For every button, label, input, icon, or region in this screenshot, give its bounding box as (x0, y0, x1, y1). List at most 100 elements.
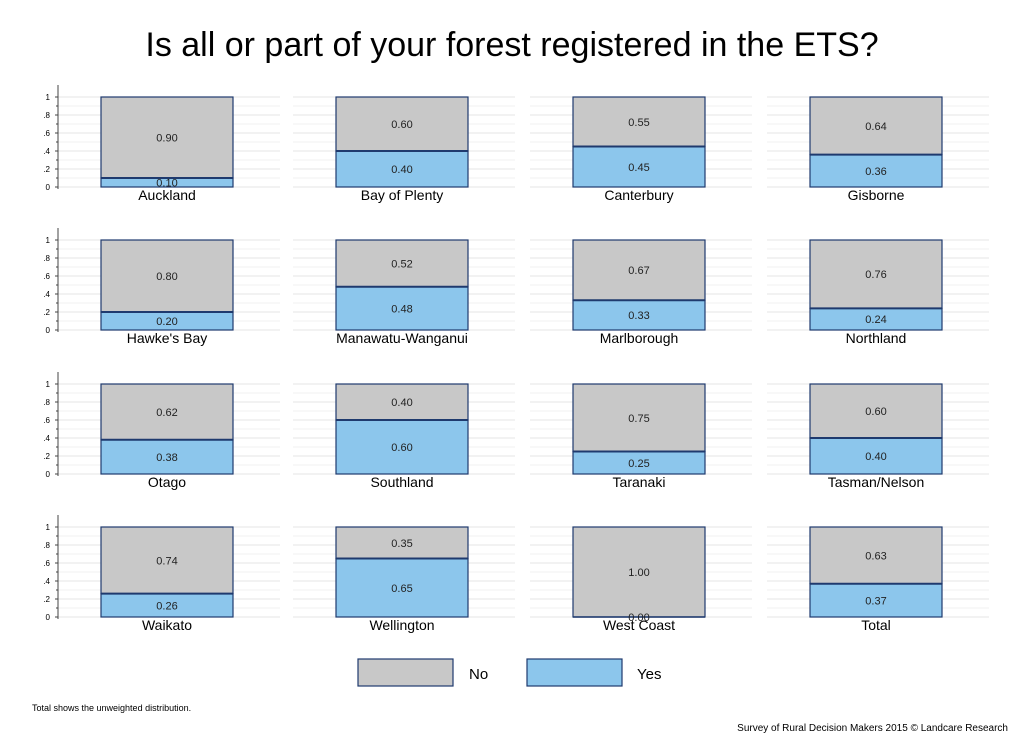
y-tick-label: 1 (46, 523, 51, 532)
y-tick-label: 1 (46, 236, 51, 245)
bar-no (335, 239, 469, 288)
data-label-no: 0.90 (156, 133, 177, 145)
panel-label: Hawke's Bay (127, 330, 207, 346)
bar-no (809, 383, 943, 439)
y-tick-label: 0 (46, 183, 51, 192)
bar-yes (335, 286, 469, 331)
facet-panel: 0.76 0.24 Northland (767, 239, 989, 346)
data-label-no: 0.74 (156, 555, 177, 567)
panel-label: Otago (148, 474, 186, 490)
panel-label: Taranaki (613, 474, 666, 490)
data-label-no: 0.67 (628, 265, 649, 277)
legend-swatch-yes (526, 658, 623, 687)
panel-label: Tasman/Nelson (828, 474, 925, 490)
y-tick-label: .4 (43, 434, 50, 443)
panel-label: Southland (370, 474, 433, 490)
data-label-no: 0.60 (391, 119, 412, 131)
bar-no (809, 96, 943, 156)
y-tick-label: .2 (43, 595, 50, 604)
facet-panel: 0.67 0.33 Marlborough (530, 239, 752, 346)
data-label-yes: 0.24 (865, 314, 886, 326)
facet-panel: 0.35 0.65 Wellington (293, 526, 515, 633)
data-label-yes: 0.00 (628, 612, 649, 624)
data-label-no: 0.64 (865, 121, 886, 133)
data-label-yes: 0.36 (865, 166, 886, 178)
panel-label: Marlborough (600, 330, 679, 346)
y-tick-label: .8 (43, 254, 50, 263)
bar-yes (809, 437, 943, 475)
y-tick-label: .2 (43, 308, 50, 317)
facet-panel: 0.52 0.48 Manawatu-Wanganui (293, 239, 515, 346)
panel-label: Total (861, 617, 891, 633)
panel-label: West Coast (603, 617, 675, 633)
bar-yes (572, 145, 706, 188)
y-tick-label: .8 (43, 111, 50, 120)
bar-no (572, 239, 706, 301)
y-tick-label: .6 (43, 416, 50, 425)
y-tick-label: .6 (43, 129, 50, 138)
data-label-yes: 0.26 (156, 600, 177, 612)
bar-yes (335, 150, 469, 188)
data-label-no: 0.62 (156, 407, 177, 419)
panel-label: Waikato (142, 617, 192, 633)
bar-no (572, 96, 706, 148)
data-label-no: 0.55 (628, 117, 649, 129)
y-tick-label: .2 (43, 165, 50, 174)
data-label-yes: 0.60 (391, 442, 412, 454)
bar-no (335, 383, 469, 421)
data-label-yes: 0.45 (628, 162, 649, 174)
data-label-yes: 0.40 (865, 451, 886, 463)
panel-label: Canterbury (604, 187, 673, 203)
y-tick-label: .8 (43, 398, 50, 407)
data-label-no: 0.75 (628, 413, 649, 425)
panel-label: Manawatu-Wanganui (336, 330, 468, 346)
y-tick-label: .4 (43, 290, 50, 299)
data-label-no: 0.40 (391, 397, 412, 409)
data-label-no: 1.00 (628, 567, 649, 579)
y-tick-label: .2 (43, 452, 50, 461)
data-label-no: 0.35 (391, 538, 412, 550)
data-label-yes: 0.33 (628, 310, 649, 322)
bar-no (100, 383, 234, 441)
facet-panel: 0.75 0.25 Taranaki (530, 383, 752, 490)
y-tick-label: 0 (46, 613, 51, 622)
y-tick-label: .6 (43, 272, 50, 281)
credit: Survey of Rural Decision Makers 2015 © L… (737, 723, 1008, 734)
y-tick-label: .4 (43, 577, 50, 586)
facet-panel: 0.40 0.60 Southland (293, 383, 515, 490)
y-tick-label: 1 (46, 380, 51, 389)
data-label-yes: 0.25 (628, 458, 649, 470)
data-label-yes: 0.38 (156, 452, 177, 464)
legend-label-yes: Yes (637, 666, 661, 683)
y-tick-label: .8 (43, 541, 50, 550)
panel-label: Gisborne (848, 187, 905, 203)
chart-title: Is all or part of your forest registered… (145, 26, 879, 64)
facet-panel: 0.55 0.45 Canterbury (530, 96, 752, 203)
data-label-no: 0.76 (865, 269, 886, 281)
y-tick-label: .4 (43, 147, 50, 156)
bar-no (100, 526, 234, 595)
facet-panel: 0.60 0.40 Tasman/Nelson (767, 383, 989, 490)
y-tick-label: .6 (43, 559, 50, 568)
data-label-no: 0.60 (865, 406, 886, 418)
legend-label-no: No (469, 666, 488, 683)
data-label-yes: 0.65 (391, 583, 412, 595)
bar-yes (100, 439, 234, 475)
panel-label: Bay of Plenty (361, 187, 444, 203)
data-label-yes: 0.48 (391, 303, 412, 315)
y-tick-label: 1 (46, 93, 51, 102)
facet-panel: 0.60 0.40 Bay of Plenty (293, 96, 515, 203)
panel-label: Wellington (369, 617, 434, 633)
bar-no (335, 96, 469, 152)
bar-yes (809, 154, 943, 188)
data-label-no: 0.63 (865, 550, 886, 562)
legend-swatch-no (357, 658, 454, 687)
facet-panel: 0 .2 .4 .6 .8 1 0.74 0.26 Waikato (43, 515, 280, 633)
bar-no (335, 526, 469, 560)
bar-no (100, 96, 234, 179)
data-label-yes: 0.20 (156, 316, 177, 328)
